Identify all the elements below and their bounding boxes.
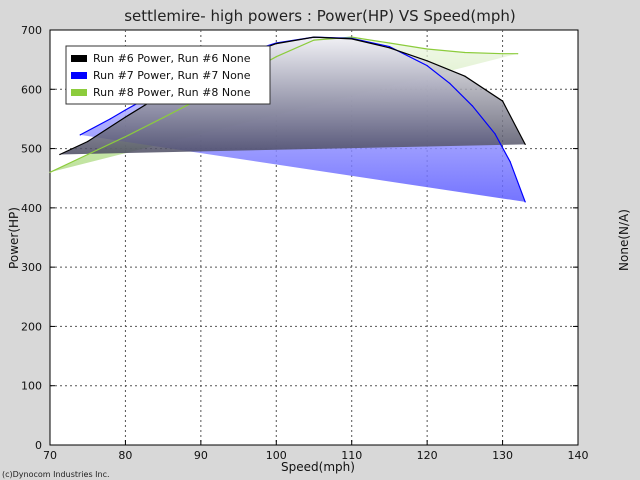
data-point — [517, 53, 519, 55]
series-line-run-6-power — [59, 36, 526, 156]
data-point — [162, 117, 164, 119]
x-axis-label: Speed(mph) — [281, 460, 355, 474]
data-point — [275, 56, 277, 58]
x-tick-label: 100 — [266, 449, 287, 462]
x-tick-label: 120 — [417, 449, 438, 462]
data-point — [502, 100, 504, 102]
y-tick-label: 700 — [21, 24, 42, 37]
y2-axis-label: None(N/A) — [617, 209, 631, 271]
data-point — [124, 109, 126, 111]
y-tick-label: 300 — [21, 261, 42, 274]
data-point — [464, 75, 466, 77]
y-axis-label: Power(HP) — [7, 207, 21, 269]
data-point — [502, 53, 504, 55]
copyright-notice: (c)Dynocom Industries Inc. — [2, 470, 110, 479]
data-point — [388, 47, 390, 49]
data-point — [79, 134, 81, 136]
legend-box — [65, 45, 271, 105]
legend-swatch-run-7 — [71, 72, 87, 79]
y-tick-label: 500 — [21, 143, 42, 156]
legend-label-run-7: Run #7 Power, Run #7 None — [93, 69, 251, 82]
data-point — [426, 48, 428, 50]
data-point — [426, 60, 428, 62]
legend-swatch-run-6 — [71, 55, 87, 62]
x-tick-label: 70 — [43, 449, 57, 462]
y-tick-label: 200 — [21, 320, 42, 333]
y-tick-label: 100 — [21, 380, 42, 393]
legend: Run #6 Power, Run #6 None Run #7 Power, … — [65, 45, 271, 105]
data-point — [124, 116, 126, 118]
series-area-run-6-power — [59, 37, 526, 155]
legend-swatch-run-8 — [71, 89, 87, 96]
data-point — [464, 51, 466, 54]
grid — [49, 29, 579, 446]
chart-title: settlemire- high powers : Power(HP) VS S… — [124, 7, 516, 25]
data-point — [313, 36, 315, 38]
data-point — [59, 153, 61, 156]
data-point — [388, 46, 390, 48]
data-point — [109, 118, 111, 120]
data-point — [87, 153, 89, 156]
data-point — [351, 36, 353, 38]
x-tick-label: 90 — [194, 449, 208, 462]
y-tick-label: 400 — [21, 202, 42, 215]
data-point — [388, 42, 390, 44]
data-point — [494, 133, 496, 135]
data-point — [87, 140, 89, 143]
data-point — [351, 38, 353, 40]
x-tick-label: 80 — [118, 449, 132, 462]
data-point — [509, 161, 511, 163]
series-line-run-8-power — [49, 36, 518, 173]
y-tick-label: 600 — [21, 83, 42, 96]
data-point — [313, 39, 315, 41]
x-tick-label: 110 — [341, 449, 362, 462]
legend-label-run-8: Run #8 Power, Run #8 None — [93, 86, 251, 99]
tick-labels: 70 80 90 100 110 120 130 140 0 100 200 300 400 500 600… — [21, 24, 589, 462]
x-tick-label: 140 — [568, 449, 589, 462]
data-point — [49, 171, 51, 173]
legend-label-run-6: Run #6 Power, Run #6 None — [93, 52, 251, 65]
data-point — [449, 82, 451, 84]
data-point — [124, 136, 126, 138]
x-tick-label: 130 — [492, 449, 513, 462]
data-point — [524, 201, 526, 203]
y-tick-label: 0 — [35, 439, 42, 452]
data-point — [275, 43, 277, 45]
data-point — [471, 105, 473, 107]
data-point — [426, 65, 428, 67]
data-point — [524, 143, 526, 145]
